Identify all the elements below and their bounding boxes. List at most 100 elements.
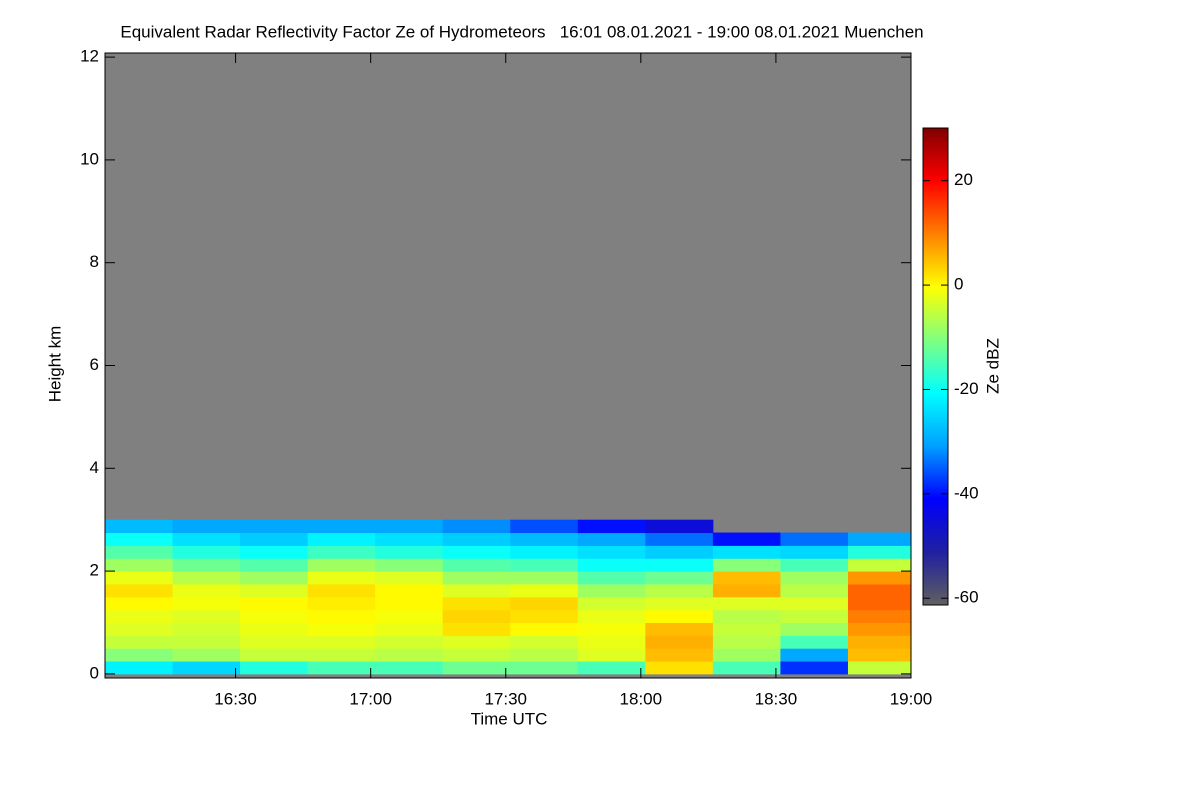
heatmap-cell bbox=[375, 519, 444, 534]
heatmap-cell bbox=[510, 609, 579, 623]
y-tick-label: 4 bbox=[90, 458, 99, 477]
heatmap-cell bbox=[442, 545, 511, 559]
heatmap-cell bbox=[442, 622, 511, 636]
y-tick-label: 6 bbox=[90, 355, 99, 374]
colorbar-tick-label: 20 bbox=[954, 170, 973, 189]
heatmap-cell bbox=[105, 661, 174, 675]
heatmap-cell bbox=[712, 545, 781, 559]
heatmap-cell bbox=[105, 635, 174, 649]
chart-title: Equivalent Radar Reflectivity Factor Ze … bbox=[120, 22, 923, 41]
heatmap-cell bbox=[307, 558, 376, 572]
heatmap-cell bbox=[577, 609, 646, 623]
y-tick-label: 8 bbox=[90, 252, 99, 271]
heatmap-cell bbox=[510, 519, 579, 534]
heatmap-cell bbox=[847, 532, 912, 546]
x-tick-label: 17:00 bbox=[349, 689, 392, 708]
heatmap-cell bbox=[307, 596, 376, 611]
heatmap-cell bbox=[105, 545, 174, 559]
heatmap-cell bbox=[577, 661, 646, 675]
heatmap-cell bbox=[105, 609, 174, 623]
heatmap-cell bbox=[105, 648, 174, 662]
heatmap-cell bbox=[240, 558, 309, 572]
heatmap-cell bbox=[105, 583, 174, 598]
heatmap-cell bbox=[510, 532, 579, 546]
heatmap-cell bbox=[307, 583, 376, 598]
heatmap-cell bbox=[442, 596, 511, 611]
heatmap-cell bbox=[307, 661, 376, 675]
y-tick-label: 2 bbox=[90, 561, 99, 580]
heatmap-cell bbox=[645, 583, 714, 598]
x-tick-label: 18:00 bbox=[620, 689, 663, 708]
heatmap-cell bbox=[712, 596, 781, 611]
heatmap-cell bbox=[105, 596, 174, 611]
heatmap-cell bbox=[780, 532, 849, 546]
heatmap-cell bbox=[240, 648, 309, 662]
heatmap-cell bbox=[442, 558, 511, 572]
heatmap-cell bbox=[442, 583, 511, 598]
heatmap-cell bbox=[577, 545, 646, 559]
heatmap-cell bbox=[375, 661, 444, 675]
heatmap-cell bbox=[172, 622, 241, 636]
colorbar-tick-label: 0 bbox=[954, 275, 963, 294]
heatmap-cell bbox=[712, 583, 781, 598]
heatmap-cell bbox=[375, 648, 444, 662]
heatmap-cell bbox=[105, 558, 174, 572]
heatmap-cell bbox=[577, 532, 646, 546]
heatmap-cell bbox=[712, 622, 781, 636]
heatmap-cell bbox=[375, 635, 444, 649]
heatmap-cell bbox=[510, 622, 579, 636]
heatmap-cell bbox=[510, 558, 579, 572]
heatmap-cell bbox=[645, 519, 714, 534]
heatmap-cell bbox=[240, 519, 309, 534]
heatmap-cell bbox=[847, 648, 912, 662]
heatmap-cell bbox=[105, 622, 174, 636]
heatmap-cell bbox=[645, 545, 714, 559]
heatmap-cell bbox=[577, 596, 646, 611]
colorbar bbox=[922, 127, 949, 606]
heatmap-cell bbox=[307, 635, 376, 649]
heatmap-cell bbox=[847, 635, 912, 649]
heatmap-cell bbox=[442, 571, 511, 585]
heatmap-cell bbox=[172, 661, 241, 675]
heatmap-cell bbox=[712, 571, 781, 585]
heatmap-cell bbox=[577, 519, 646, 534]
heatmap-cell bbox=[307, 545, 376, 559]
heatmap-cell bbox=[240, 609, 309, 623]
colorbar-label: Ze dBZ bbox=[983, 338, 1002, 394]
heatmap-cell bbox=[645, 622, 714, 636]
y-axis-label: Height km bbox=[45, 326, 64, 403]
heatmap-cell bbox=[712, 635, 781, 649]
heatmap-cell bbox=[375, 609, 444, 623]
heatmap-cell bbox=[510, 661, 579, 675]
heatmap-cell bbox=[375, 545, 444, 559]
heatmap-cell bbox=[375, 571, 444, 585]
x-tick-label: 18:30 bbox=[755, 689, 798, 708]
heatmap-cell bbox=[442, 532, 511, 546]
heatmap-cell bbox=[645, 609, 714, 623]
x-axis-label: Time UTC bbox=[471, 709, 548, 728]
heatmap-cell bbox=[240, 635, 309, 649]
x-tick-label: 17:30 bbox=[484, 689, 527, 708]
heatmap-cell bbox=[577, 635, 646, 649]
heatmap-cell bbox=[172, 648, 241, 662]
heatmap-cell bbox=[847, 622, 912, 636]
heatmap-cell bbox=[577, 622, 646, 636]
heatmap-cell bbox=[172, 571, 241, 585]
heatmap-cell bbox=[645, 558, 714, 572]
heatmap-cell bbox=[375, 622, 444, 636]
heatmap-cell bbox=[172, 558, 241, 572]
heatmap-cell bbox=[240, 571, 309, 585]
heatmap-cell bbox=[105, 571, 174, 585]
heatmap-cell bbox=[510, 596, 579, 611]
heatmap-cell bbox=[780, 571, 849, 585]
heatmap-cell bbox=[240, 545, 309, 559]
heatmap-cell bbox=[240, 583, 309, 598]
heatmap-cell bbox=[510, 545, 579, 559]
heatmap-cell bbox=[307, 571, 376, 585]
heatmap-cell bbox=[780, 545, 849, 559]
heatmap-cell bbox=[847, 571, 912, 585]
heatmap-cell bbox=[780, 596, 849, 611]
heatmap-cell bbox=[847, 596, 912, 611]
heatmap-cell bbox=[307, 622, 376, 636]
